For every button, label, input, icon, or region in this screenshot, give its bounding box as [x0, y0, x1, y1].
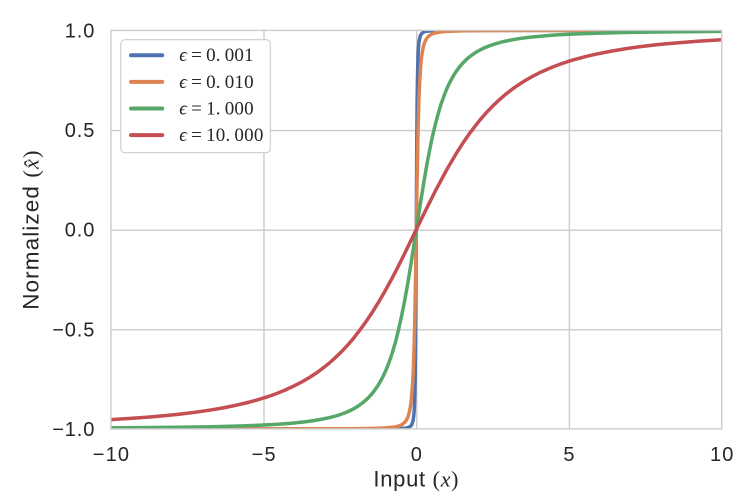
- svg-text:−5: −5: [252, 444, 277, 466]
- svg-text:ϵ = 0. 001: ϵ = 0. 001: [179, 45, 254, 66]
- svg-text:5: 5: [563, 444, 575, 466]
- svg-text:ϵ = 10. 000: ϵ = 10. 000: [179, 125, 263, 146]
- svg-text:Input (x): Input (x): [373, 467, 459, 492]
- svg-text:−0.5: −0.5: [52, 319, 95, 341]
- svg-text:ϵ = 1. 000: ϵ = 1. 000: [179, 98, 254, 119]
- svg-text:1.0: 1.0: [65, 20, 96, 42]
- svg-text:ϵ = 0. 010: ϵ = 0. 010: [179, 72, 254, 93]
- svg-text:0.5: 0.5: [65, 120, 96, 142]
- svg-text:10: 10: [710, 444, 735, 466]
- svg-text:Normalized (x̂): Normalized (x̂): [19, 149, 44, 309]
- svg-text:−1.0: −1.0: [52, 419, 95, 441]
- svg-text:0.0: 0.0: [65, 220, 96, 242]
- svg-text:0: 0: [411, 444, 423, 466]
- svg-text:−10: −10: [93, 444, 131, 466]
